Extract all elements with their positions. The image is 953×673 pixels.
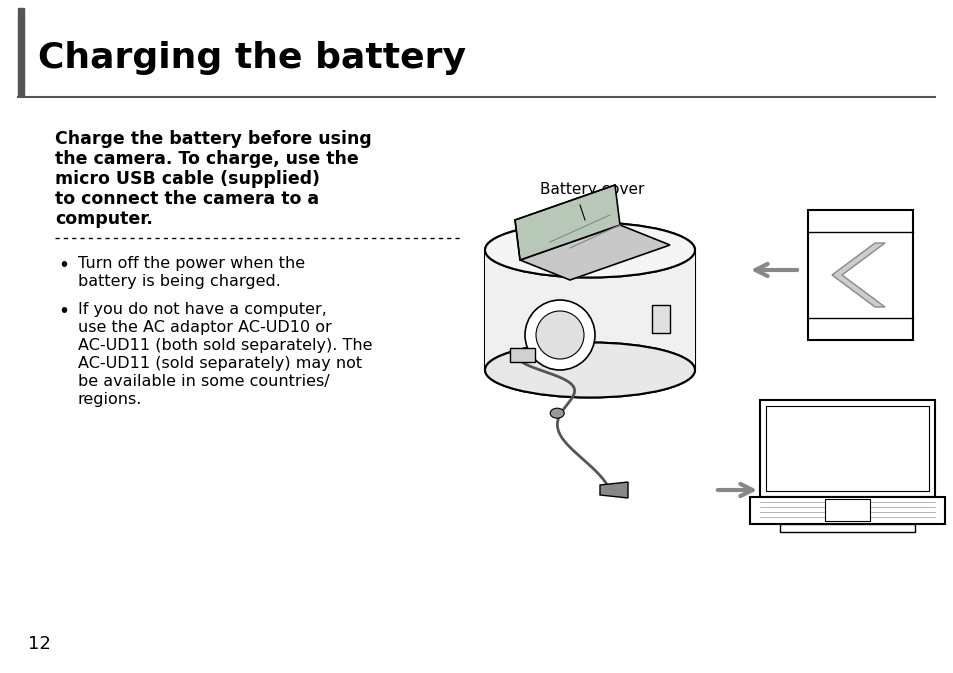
Ellipse shape	[484, 223, 695, 277]
Text: •: •	[58, 256, 69, 275]
Polygon shape	[519, 225, 669, 280]
Bar	[18, 8, 24, 96]
Text: be available in some countries/: be available in some countries/	[78, 374, 330, 389]
Text: Battery cover: Battery cover	[539, 182, 643, 197]
Text: use the AC adaptor AC-UD10 or: use the AC adaptor AC-UD10 or	[78, 320, 332, 335]
Circle shape	[524, 300, 595, 370]
Polygon shape	[599, 482, 627, 498]
Ellipse shape	[484, 223, 695, 277]
Bar	[780, 524, 914, 532]
Text: the camera. To charge, use the: the camera. To charge, use the	[55, 150, 358, 168]
Text: to connect the camera to a: to connect the camera to a	[55, 190, 319, 208]
Text: If you do not have a computer,: If you do not have a computer,	[78, 302, 327, 317]
Bar	[651, 305, 669, 333]
Text: battery is being charged.: battery is being charged.	[78, 274, 280, 289]
Bar	[760, 400, 934, 497]
Bar	[824, 499, 869, 521]
Text: computer.: computer.	[55, 210, 152, 228]
Text: 12: 12	[28, 635, 51, 653]
Ellipse shape	[484, 343, 695, 398]
Ellipse shape	[550, 409, 563, 418]
Text: •: •	[58, 302, 69, 321]
Bar	[807, 210, 912, 340]
Text: AC-UD11 (both sold separately). The: AC-UD11 (both sold separately). The	[78, 338, 372, 353]
Text: AC-UD11 (sold separately) may not: AC-UD11 (sold separately) may not	[78, 356, 362, 371]
Ellipse shape	[484, 343, 695, 398]
Text: regions.: regions.	[78, 392, 142, 407]
Text: Charge the battery before using: Charge the battery before using	[55, 130, 372, 148]
Bar	[749, 497, 944, 524]
Text: Charging the battery: Charging the battery	[38, 41, 465, 75]
Polygon shape	[515, 185, 619, 260]
Text: micro USB cable (supplied): micro USB cable (supplied)	[55, 170, 319, 188]
Bar	[510, 348, 535, 362]
Bar	[484, 250, 695, 370]
Circle shape	[536, 311, 583, 359]
Polygon shape	[831, 243, 884, 307]
Bar	[765, 406, 928, 491]
Text: Turn off the power when the: Turn off the power when the	[78, 256, 305, 271]
